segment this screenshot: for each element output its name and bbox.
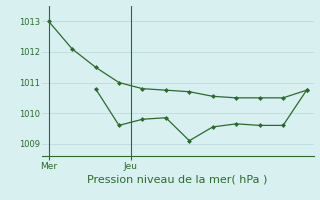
X-axis label: Pression niveau de la mer( hPa ): Pression niveau de la mer( hPa ): [87, 175, 268, 185]
